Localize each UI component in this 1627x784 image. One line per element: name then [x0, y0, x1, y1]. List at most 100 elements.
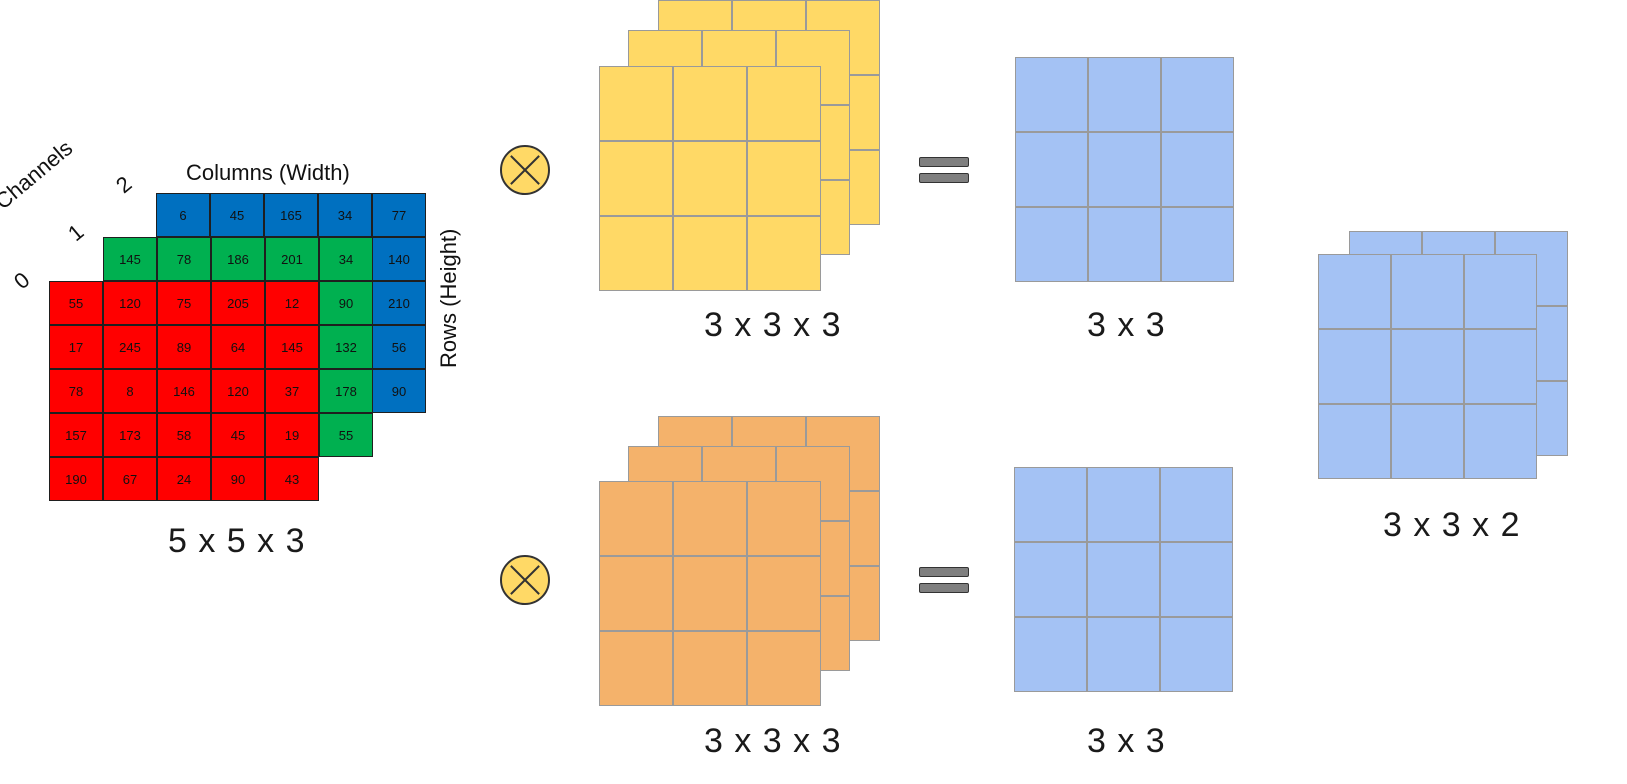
input-cell: 12	[265, 281, 319, 325]
input-cell: 77	[372, 193, 426, 237]
output-cell	[1464, 329, 1537, 404]
filter-cell	[747, 141, 821, 216]
output-cell	[1014, 467, 1087, 542]
input-cell: 201	[265, 237, 319, 281]
input-cell: 90	[211, 457, 265, 501]
filter-cell	[599, 631, 673, 706]
input-cell: 157	[49, 413, 103, 457]
filter-cell	[747, 66, 821, 141]
filter-cell	[673, 141, 747, 216]
input-cell: 190	[49, 457, 103, 501]
equals-icon	[919, 567, 969, 597]
stacked-output-map-1	[1318, 254, 1537, 479]
output-map-1	[1015, 57, 1234, 282]
output-cell	[1014, 542, 1087, 617]
filter-cell	[747, 631, 821, 706]
input-cell: 64	[211, 325, 265, 369]
output-cell	[1391, 254, 1464, 329]
input-cell: 34	[319, 237, 373, 281]
output-cell	[1087, 617, 1160, 692]
input-cell: 8	[103, 369, 157, 413]
input-cell: 56	[372, 325, 426, 369]
equals-icon	[919, 157, 969, 187]
output-cell	[1160, 542, 1233, 617]
filter-cell	[599, 556, 673, 631]
input-cell: 90	[372, 369, 426, 413]
filter-cell	[747, 216, 821, 291]
input-cell: 120	[103, 281, 157, 325]
input-cell: 78	[49, 369, 103, 413]
channel-index-0: 0	[9, 267, 35, 295]
input-cell: 173	[103, 413, 157, 457]
output-2-dims-label: 3 x 3	[1087, 722, 1166, 760]
input-cell: 34	[318, 193, 372, 237]
input-cell: 17	[49, 325, 103, 369]
filter-cell	[599, 66, 673, 141]
output-map-2	[1014, 467, 1233, 692]
filter-1-dims-label: 3 x 3 x 3	[704, 306, 842, 344]
filter-cell	[747, 481, 821, 556]
filter-1-channel-0	[599, 66, 821, 291]
input-cell: 245	[103, 325, 157, 369]
output-cell	[1014, 617, 1087, 692]
input-cell: 19	[265, 413, 319, 457]
input-cell: 146	[157, 369, 211, 413]
output-cell	[1391, 404, 1464, 479]
output-cell	[1160, 617, 1233, 692]
input-cell: 37	[265, 369, 319, 413]
input-cell: 24	[157, 457, 211, 501]
output-cell	[1318, 404, 1391, 479]
input-cell: 90	[319, 281, 373, 325]
output-cell	[1160, 467, 1233, 542]
input-cell: 120	[211, 369, 265, 413]
filter-cell	[673, 556, 747, 631]
input-cell: 186	[211, 237, 265, 281]
input-cell: 140	[372, 237, 426, 281]
filter-2-dims-label: 3 x 3 x 3	[704, 722, 842, 760]
input-channel-0: 55 120 75 205 12 17 245 89 64 145 78 8 146 120 37 157 17…	[49, 281, 319, 501]
output-1-dims-label: 3 x 3	[1087, 306, 1166, 344]
input-cell: 145	[265, 325, 319, 369]
input-cell: 43	[265, 457, 319, 501]
output-cell	[1015, 57, 1088, 132]
output-cell	[1391, 329, 1464, 404]
input-cell: 45	[211, 413, 265, 457]
stacked-output-dims-label: 3 x 3 x 2	[1383, 506, 1521, 544]
input-cell: 145	[103, 237, 157, 281]
output-cell	[1161, 207, 1234, 282]
convolution-icon	[500, 555, 550, 605]
output-cell	[1087, 467, 1160, 542]
filter-cell	[599, 216, 673, 291]
output-cell	[1015, 207, 1088, 282]
input-cell: 67	[103, 457, 157, 501]
input-cell: 55	[49, 281, 103, 325]
input-cell: 165	[264, 193, 318, 237]
rows-axis-label: Rows (Height)	[436, 228, 461, 368]
filter-cell	[673, 631, 747, 706]
input-cell: 6	[156, 193, 210, 237]
output-cell	[1088, 132, 1161, 207]
channels-axis-label: Channels	[0, 135, 78, 215]
input-cell: 210	[372, 281, 426, 325]
input-cell: 89	[157, 325, 211, 369]
input-dims-label: 5 x 5 x 3	[168, 522, 306, 560]
filter-cell	[673, 216, 747, 291]
filter-2-channel-0	[599, 481, 821, 706]
input-cell: 55	[319, 413, 373, 457]
output-cell	[1464, 254, 1537, 329]
output-cell	[1464, 404, 1537, 479]
output-cell	[1087, 542, 1160, 617]
output-cell	[1161, 132, 1234, 207]
filter-cell	[599, 481, 673, 556]
filter-cell	[673, 481, 747, 556]
channel-index-2: 2	[111, 171, 137, 199]
output-cell	[1318, 329, 1391, 404]
channel-index-1: 1	[63, 219, 89, 247]
convolution-icon	[500, 145, 550, 195]
filter-cell	[747, 556, 821, 631]
output-cell	[1015, 132, 1088, 207]
output-cell	[1088, 57, 1161, 132]
input-cell: 45	[210, 193, 264, 237]
input-cell: 58	[157, 413, 211, 457]
